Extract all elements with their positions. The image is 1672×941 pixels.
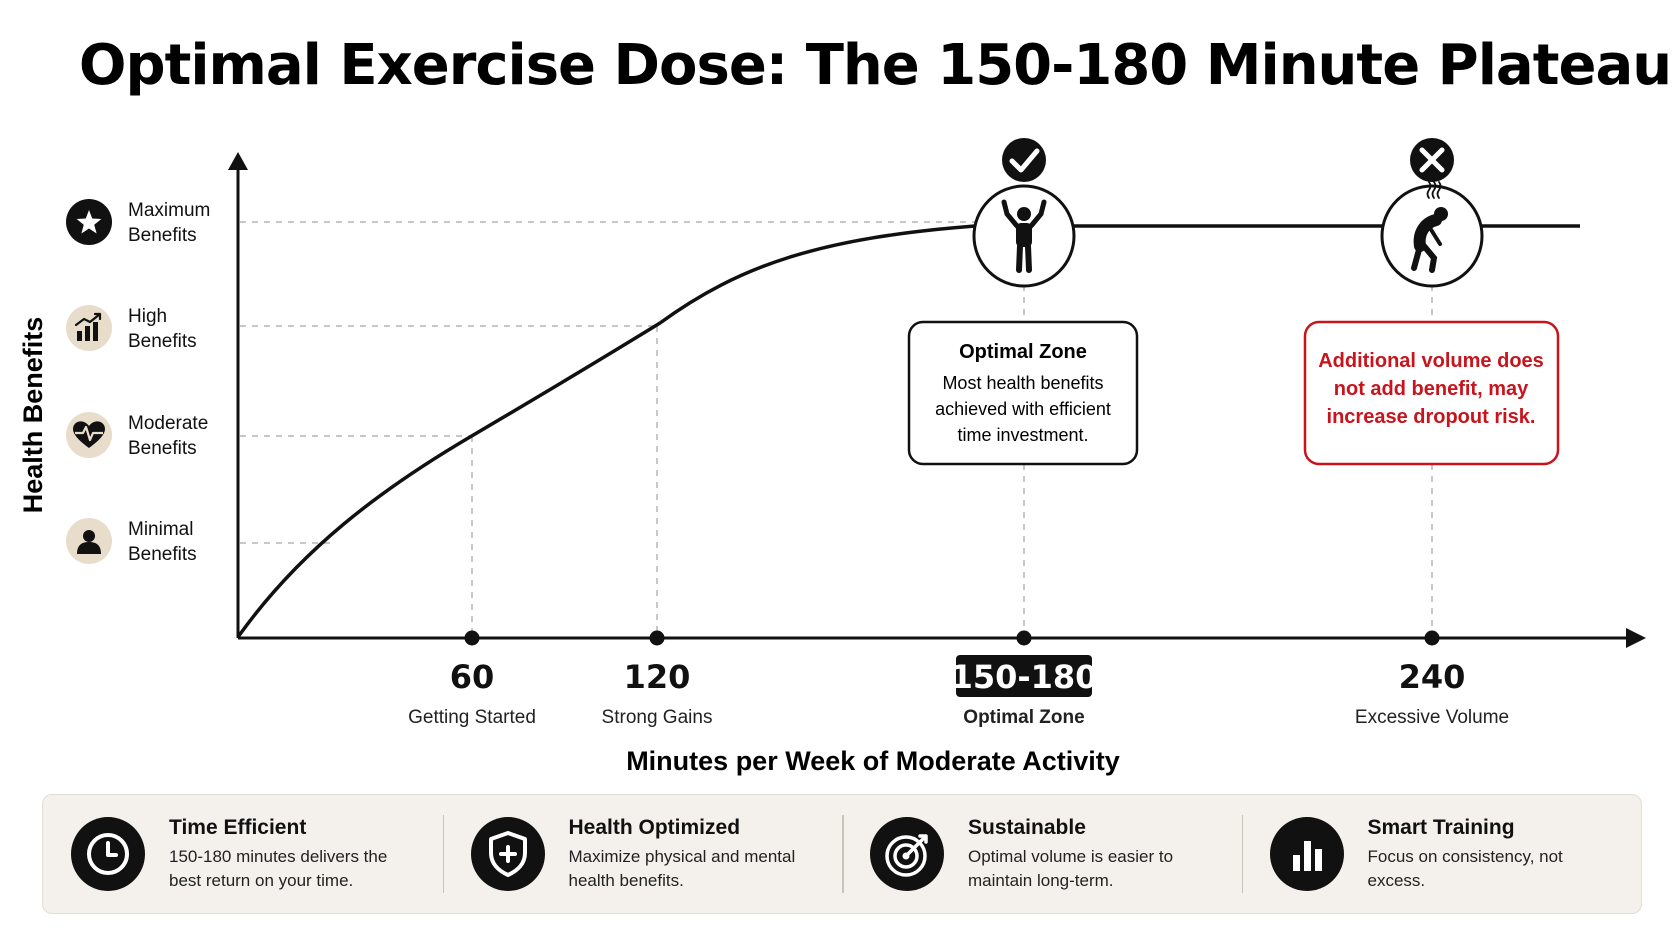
guide-lines <box>240 221 1433 637</box>
feature-title: Health Optimized <box>568 815 741 839</box>
bar-chart-icon <box>1269 817 1344 891</box>
feature-desc-line: Maximize physical and mental <box>568 846 796 866</box>
feature-time-efficient: Time Efficient 150-180 minutes delivers … <box>43 795 443 913</box>
check-badge <box>1002 138 1046 182</box>
target-icon <box>870 817 944 891</box>
y-level-label: Minimal <box>128 519 193 540</box>
x-axis-label: Minutes per Week of Moderate Activity <box>626 746 1120 776</box>
clock-icon <box>71 817 145 891</box>
feature-desc-line: best return on your time. <box>169 870 354 890</box>
x-tick-sublabel: Strong Gains <box>602 707 713 728</box>
y-level-label: High <box>128 306 167 327</box>
annotation-excessive: Additional volume does not add benefit, … <box>1303 138 1560 466</box>
x-tick-sublabel: Getting Started <box>408 707 536 728</box>
x-tick-dot <box>464 630 480 646</box>
benefits-footer: Time Efficient 150-180 minutes delivers … <box>42 794 1642 914</box>
y-levels: Minimal Benefits Moderate Benefits High Benef… <box>66 199 210 565</box>
feature-title: Sustainable <box>968 815 1086 839</box>
excessive-line-1: Additional volume does <box>1318 350 1544 372</box>
x-tick-label: 240 <box>1399 658 1466 696</box>
feature-desc-line: maintain long-term. <box>968 870 1114 890</box>
y-level: Moderate Benefits <box>66 412 208 459</box>
feature-health-optimized: Health Optimized Maximize physical and m… <box>442 795 843 913</box>
x-tick-label: 60 <box>450 658 495 696</box>
shield-plus-icon <box>470 817 545 891</box>
optimal-zone-title: Optimal Zone <box>959 341 1087 363</box>
y-axis-arrow <box>228 152 248 170</box>
excessive-box <box>1303 320 1560 466</box>
excessive-line-3: increase dropout risk. <box>1327 406 1536 428</box>
optimal-zone-line-2: achieved with efficient <box>935 399 1111 419</box>
x-tick-dot <box>1016 630 1032 646</box>
feature-desc-line: Focus on consistency, not <box>1367 846 1563 866</box>
x-tick-dot <box>649 630 665 646</box>
x-tick-sublabel: Optimal Zone <box>963 707 1084 728</box>
x-tick-highlight <box>956 655 1092 697</box>
x-tick-sublabel: Excessive Volume <box>1355 707 1509 728</box>
rising-bars-icon <box>74 312 102 341</box>
x-ticks: 60 Getting Started 120 Strong Gains 150-180 O… <box>408 630 1509 728</box>
y-level-label: Benefits <box>128 438 197 459</box>
y-axis-label: Health Benefits <box>18 317 48 514</box>
x-tick-dot <box>1424 630 1440 646</box>
optimal-zone-line-1: Most health benefits <box>942 373 1103 393</box>
y-level-label: Maximum <box>128 200 210 221</box>
benefit-curve <box>236 224 1580 639</box>
optimal-zone-line-3: time investment. <box>957 425 1088 445</box>
tired-figure-circle <box>1380 184 1484 288</box>
x-axis-arrow <box>1626 628 1646 648</box>
chart: Optimal Exercise Dose: The 150-180 Minut… <box>18 33 1672 776</box>
x-tick-label: 120 <box>624 658 691 696</box>
feature-title: Time Efficient <box>169 815 307 839</box>
y-level: Maximum Benefits <box>66 199 210 246</box>
excessive-line-2: not add benefit, may <box>1334 378 1529 400</box>
x-icon <box>1419 147 1445 173</box>
x-tick: 150-180 Optimal Zone <box>951 630 1098 728</box>
feature-desc-line: health benefits. <box>568 870 684 890</box>
check-icon <box>1009 148 1040 173</box>
star-icon <box>76 210 102 234</box>
feature-desc-line: 150-180 minutes delivers the <box>169 846 388 866</box>
y-level: High Benefits <box>66 305 197 352</box>
tired-person-icon <box>1411 181 1448 273</box>
x-tick: 240 Excessive Volume <box>1355 630 1509 728</box>
annotation-optimal: Optimal Zone Most health benefits achiev… <box>907 138 1139 466</box>
x-tick: 60 Getting Started <box>408 630 536 728</box>
feature-smart-training: Smart Training Focus on consistency, not… <box>1241 795 1642 913</box>
person-icon <box>77 530 101 554</box>
y-level: Minimal Benefits <box>66 518 197 565</box>
x-tick-label: 150-180 <box>951 658 1098 696</box>
y-level-label: Benefits <box>128 225 197 246</box>
optimal-zone-box <box>907 320 1139 466</box>
heartbeat-icon <box>73 421 105 448</box>
feature-sustainable: Sustainable Optimal volume is easier to … <box>842 795 1242 913</box>
feature-desc-line: Optimal volume is easier to <box>968 846 1174 866</box>
person-arms-raised-icon <box>1001 199 1047 273</box>
feature-desc-line: excess. <box>1367 870 1426 890</box>
y-level-label: Benefits <box>128 544 197 565</box>
chart-title: Optimal Exercise Dose: The 150-180 Minut… <box>79 33 1671 98</box>
y-level-label: Benefits <box>128 331 197 352</box>
y-level-label: Moderate <box>128 413 208 434</box>
x-tick: 120 Strong Gains <box>602 630 713 728</box>
feature-title: Smart Training <box>1367 815 1515 839</box>
